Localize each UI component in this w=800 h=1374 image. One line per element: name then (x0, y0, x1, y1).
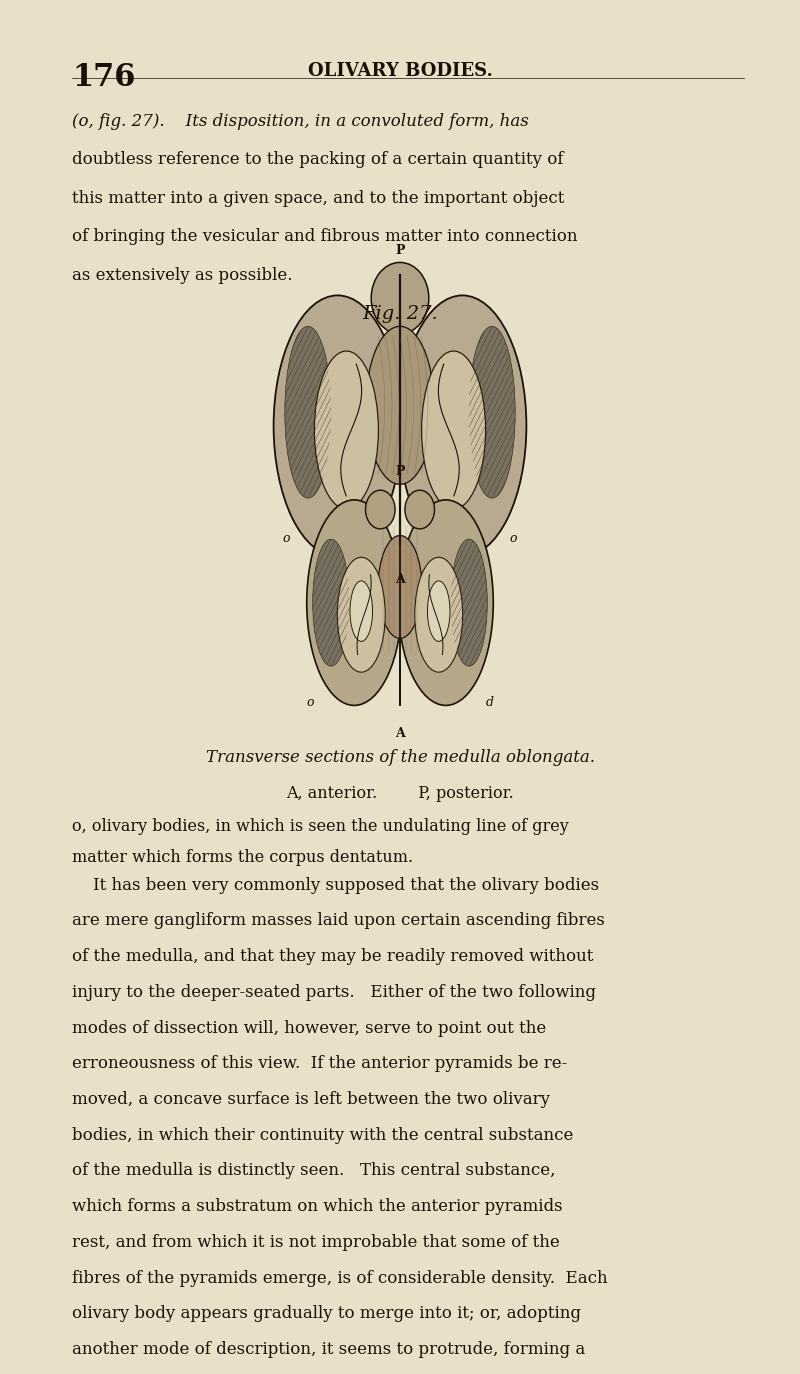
Text: It has been very commonly supposed that the olivary bodies: It has been very commonly supposed that … (72, 877, 599, 893)
Ellipse shape (285, 327, 331, 499)
Text: modes of dissection will, however, serve to point out the: modes of dissection will, however, serve… (72, 1020, 546, 1036)
Text: o: o (282, 532, 290, 544)
Ellipse shape (366, 491, 395, 529)
Text: matter which forms the corpus dentatum.: matter which forms the corpus dentatum. (72, 849, 413, 866)
Text: injury to the deeper-seated parts.   Either of the two following: injury to the deeper-seated parts. Eithe… (72, 984, 596, 1000)
Text: which forms a substratum on which the anterior pyramids: which forms a substratum on which the an… (72, 1198, 562, 1215)
Text: this matter into a given space, and to the important object: this matter into a given space, and to t… (72, 190, 564, 206)
Text: erroneousness of this view.  If the anterior pyramids be re-: erroneousness of this view. If the anter… (72, 1055, 567, 1072)
Text: d: d (486, 695, 494, 709)
Text: A: A (395, 573, 405, 585)
Text: fibres of the pyramids emerge, is of considerable density.  Each: fibres of the pyramids emerge, is of con… (72, 1270, 608, 1286)
Ellipse shape (350, 581, 373, 642)
Ellipse shape (338, 558, 386, 672)
Text: of the medulla is distinctly seen.   This central substance,: of the medulla is distinctly seen. This … (72, 1162, 555, 1179)
Text: (o, fig. 27).    Its disposition, in a convoluted form, has: (o, fig. 27). Its disposition, in a conv… (72, 113, 529, 129)
Text: moved, a concave surface is left between the two olivary: moved, a concave surface is left between… (72, 1091, 550, 1107)
Text: are mere gangliform masses laid upon certain ascending fibres: are mere gangliform masses laid upon cer… (72, 912, 605, 929)
Text: OLIVARY BODIES.: OLIVARY BODIES. (307, 62, 493, 80)
Ellipse shape (274, 295, 402, 556)
Text: olivary body appears gradually to merge into it; or, adopting: olivary body appears gradually to merge … (72, 1305, 581, 1322)
Ellipse shape (414, 558, 462, 672)
Text: doubtless reference to the packing of a certain quantity of: doubtless reference to the packing of a … (72, 151, 563, 168)
Text: of bringing the vesicular and fibrous matter into connection: of bringing the vesicular and fibrous ma… (72, 228, 578, 245)
Text: another mode of description, it seems to protrude, forming a: another mode of description, it seems to… (72, 1341, 586, 1358)
Text: o: o (510, 532, 518, 544)
Text: of the medulla, and that they may be readily removed without: of the medulla, and that they may be rea… (72, 948, 594, 965)
Ellipse shape (314, 352, 378, 510)
Text: o: o (306, 695, 314, 709)
Text: as extensively as possible.: as extensively as possible. (72, 267, 293, 283)
Ellipse shape (398, 500, 494, 705)
Ellipse shape (306, 500, 402, 705)
Ellipse shape (313, 539, 350, 666)
Text: Fig. 27.: Fig. 27. (362, 305, 438, 323)
Ellipse shape (427, 581, 450, 642)
Ellipse shape (422, 352, 486, 510)
Ellipse shape (378, 536, 422, 639)
Ellipse shape (405, 491, 434, 529)
Text: Transverse sections of the medulla oblongata.: Transverse sections of the medulla oblon… (206, 749, 594, 765)
Ellipse shape (371, 262, 429, 334)
Text: P: P (395, 464, 405, 478)
Ellipse shape (366, 327, 434, 485)
Text: bodies, in which their continuity with the central substance: bodies, in which their continuity with t… (72, 1127, 574, 1143)
Text: rest, and from which it is not improbable that some of the: rest, and from which it is not improbabl… (72, 1234, 560, 1250)
Text: A, anterior.        P, posterior.: A, anterior. P, posterior. (286, 785, 514, 801)
Ellipse shape (398, 295, 526, 556)
Text: 176: 176 (72, 62, 135, 93)
Ellipse shape (450, 539, 487, 666)
Text: P: P (395, 245, 405, 257)
Text: A: A (395, 727, 405, 741)
Ellipse shape (469, 327, 515, 499)
Text: o, olivary bodies, in which is seen the undulating line of grey: o, olivary bodies, in which is seen the … (72, 818, 569, 834)
